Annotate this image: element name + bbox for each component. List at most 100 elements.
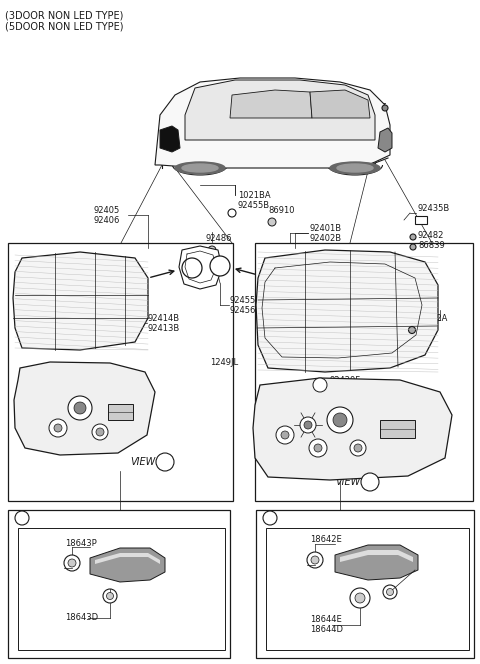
Circle shape bbox=[350, 440, 366, 456]
Polygon shape bbox=[185, 80, 375, 140]
Text: VIEW: VIEW bbox=[335, 477, 360, 487]
Text: (3DOOR NON LED TYPE): (3DOOR NON LED TYPE) bbox=[5, 10, 123, 20]
Circle shape bbox=[350, 588, 370, 608]
Circle shape bbox=[182, 258, 202, 278]
Polygon shape bbox=[230, 90, 312, 118]
Circle shape bbox=[313, 378, 327, 392]
Text: a: a bbox=[267, 513, 273, 523]
Text: A: A bbox=[216, 261, 224, 271]
Polygon shape bbox=[179, 246, 222, 289]
Bar bbox=[415, 216, 427, 224]
Polygon shape bbox=[340, 550, 413, 562]
Bar bbox=[256, 510, 474, 658]
Bar bbox=[255, 243, 473, 501]
Circle shape bbox=[410, 244, 416, 250]
Circle shape bbox=[263, 511, 277, 525]
Circle shape bbox=[107, 592, 113, 600]
Circle shape bbox=[361, 473, 379, 491]
Circle shape bbox=[228, 209, 236, 217]
Circle shape bbox=[314, 444, 322, 452]
Polygon shape bbox=[310, 90, 370, 118]
Ellipse shape bbox=[175, 162, 225, 174]
Polygon shape bbox=[95, 553, 160, 564]
Circle shape bbox=[309, 439, 327, 457]
Text: 86839: 86839 bbox=[418, 240, 445, 250]
Circle shape bbox=[92, 424, 108, 440]
Circle shape bbox=[304, 421, 312, 429]
Circle shape bbox=[268, 218, 276, 226]
Text: 92486: 92486 bbox=[205, 234, 231, 242]
Text: 18642E: 18642E bbox=[310, 535, 342, 544]
Circle shape bbox=[281, 431, 289, 439]
Text: B: B bbox=[188, 263, 196, 273]
Text: 92414B: 92414B bbox=[148, 313, 180, 323]
Bar bbox=[8, 510, 230, 658]
Text: 92455G: 92455G bbox=[230, 295, 263, 305]
Polygon shape bbox=[256, 250, 438, 372]
Text: 92455B: 92455B bbox=[238, 201, 270, 210]
Circle shape bbox=[156, 453, 174, 471]
Text: 92413B: 92413B bbox=[148, 323, 180, 333]
Circle shape bbox=[74, 402, 86, 414]
Circle shape bbox=[300, 417, 316, 433]
Polygon shape bbox=[13, 252, 148, 350]
Bar bbox=[266, 528, 469, 650]
Text: 92402B: 92402B bbox=[310, 234, 342, 242]
Circle shape bbox=[327, 407, 353, 433]
Polygon shape bbox=[155, 78, 390, 168]
Circle shape bbox=[382, 105, 388, 111]
Polygon shape bbox=[90, 548, 165, 582]
Circle shape bbox=[210, 256, 230, 276]
Text: 1021BA: 1021BA bbox=[238, 191, 271, 199]
Text: 92420F: 92420F bbox=[330, 376, 361, 384]
Bar bbox=[108, 404, 133, 420]
Polygon shape bbox=[14, 362, 155, 455]
Text: 18644E: 18644E bbox=[310, 616, 342, 625]
Circle shape bbox=[408, 327, 416, 333]
Circle shape bbox=[103, 589, 117, 603]
Text: 1249JL: 1249JL bbox=[210, 357, 238, 367]
Circle shape bbox=[54, 424, 62, 432]
Circle shape bbox=[68, 396, 92, 420]
Text: a: a bbox=[317, 380, 323, 390]
Circle shape bbox=[276, 426, 294, 444]
Text: B: B bbox=[161, 457, 168, 467]
Circle shape bbox=[96, 428, 104, 436]
Text: 92405: 92405 bbox=[93, 205, 119, 214]
Polygon shape bbox=[378, 128, 392, 152]
Text: 92406: 92406 bbox=[93, 216, 120, 224]
Bar bbox=[8, 243, 233, 501]
Circle shape bbox=[410, 234, 416, 240]
Circle shape bbox=[68, 559, 76, 567]
Text: VIEW: VIEW bbox=[130, 457, 155, 467]
Text: 92482: 92482 bbox=[418, 230, 444, 240]
Ellipse shape bbox=[330, 162, 380, 174]
Circle shape bbox=[383, 585, 397, 599]
Text: 92456B: 92456B bbox=[230, 305, 262, 315]
Polygon shape bbox=[335, 545, 418, 580]
Circle shape bbox=[333, 413, 347, 427]
Ellipse shape bbox=[182, 164, 218, 172]
Bar bbox=[18, 528, 225, 650]
Polygon shape bbox=[253, 378, 452, 480]
Bar bbox=[380, 420, 415, 438]
Circle shape bbox=[386, 588, 394, 596]
Circle shape bbox=[307, 552, 323, 568]
Polygon shape bbox=[160, 126, 180, 152]
Text: 86910: 86910 bbox=[268, 205, 295, 214]
Text: 87342A: 87342A bbox=[415, 313, 447, 323]
Circle shape bbox=[354, 444, 362, 452]
Circle shape bbox=[311, 556, 319, 564]
Text: A: A bbox=[366, 477, 374, 487]
Text: 18643P: 18643P bbox=[65, 539, 97, 548]
Circle shape bbox=[15, 511, 29, 525]
Circle shape bbox=[64, 555, 80, 571]
Text: 18644D: 18644D bbox=[310, 625, 343, 635]
Ellipse shape bbox=[337, 164, 373, 172]
Text: b: b bbox=[19, 513, 24, 523]
Text: (5DOOR NON LED TYPE): (5DOOR NON LED TYPE) bbox=[5, 21, 123, 31]
Text: 18643D: 18643D bbox=[65, 614, 98, 623]
Circle shape bbox=[49, 419, 67, 437]
Text: 92410F: 92410F bbox=[330, 386, 361, 394]
Circle shape bbox=[355, 593, 365, 603]
